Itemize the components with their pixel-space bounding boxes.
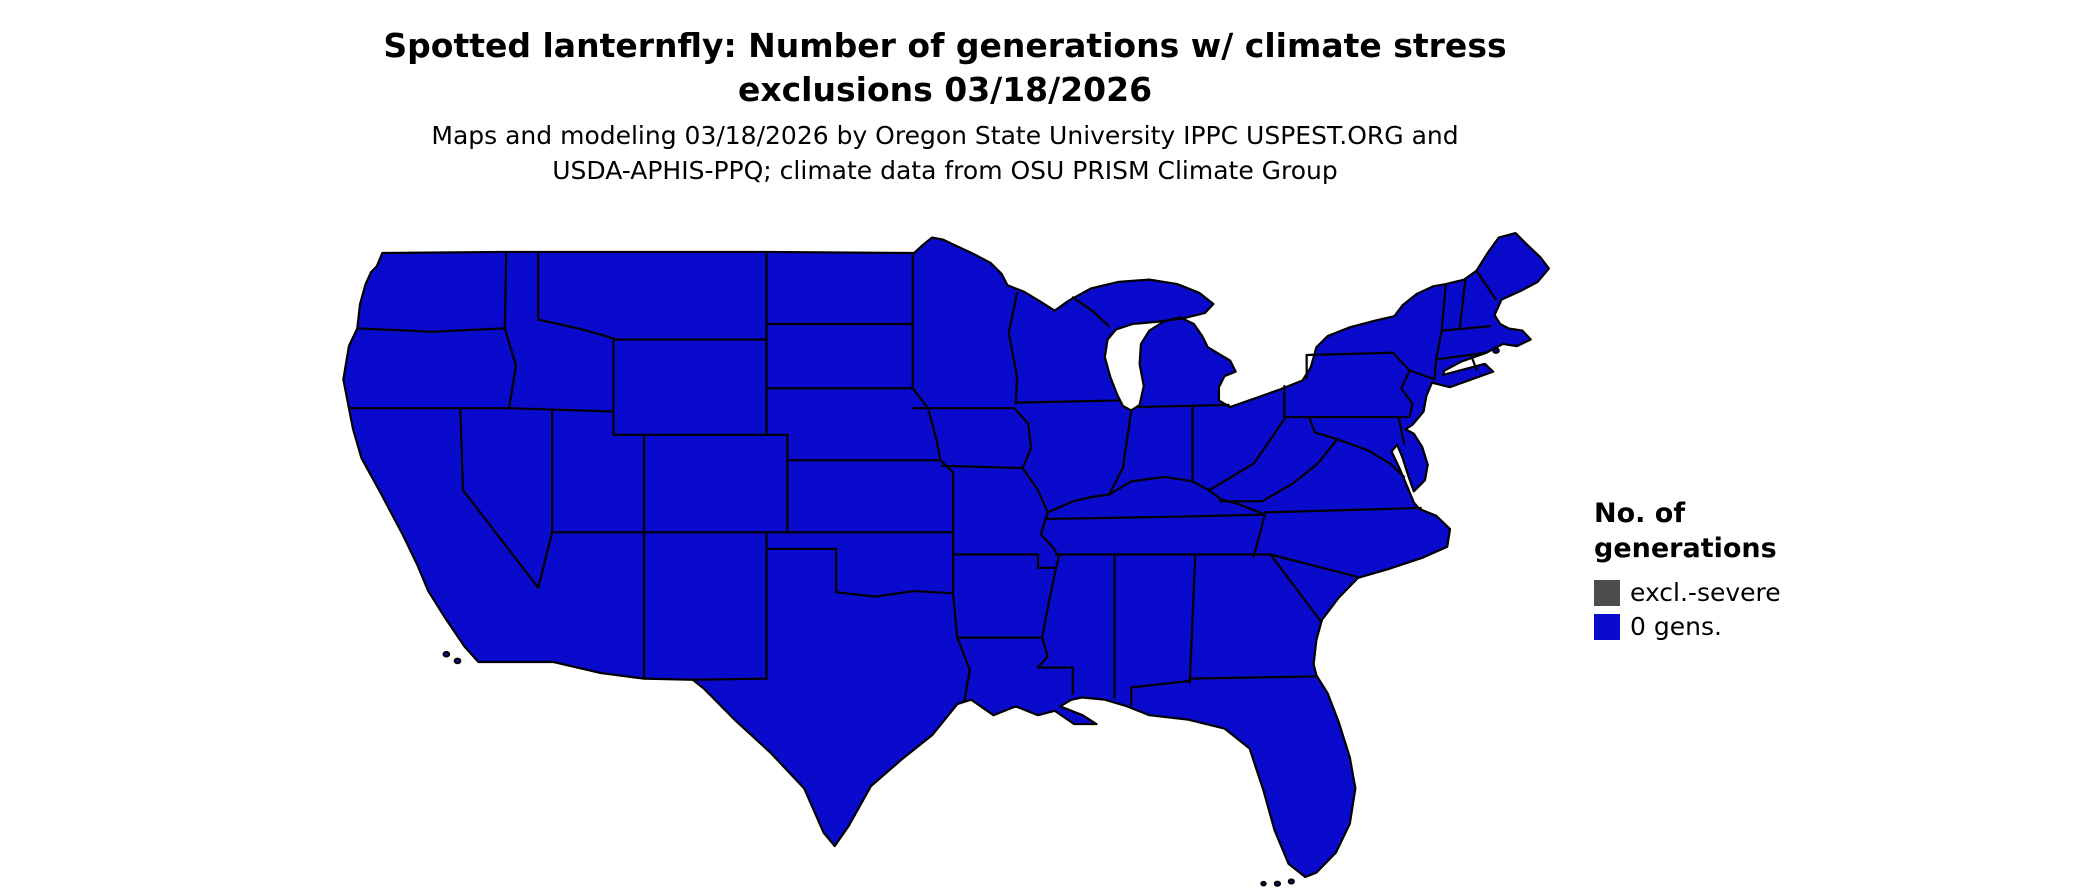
state-border-line: [957, 638, 970, 702]
figure-title: Spotted lanternfly: Number of generation…: [0, 24, 1890, 111]
figure-subtitle-line1: Maps and modeling 03/18/2026 by Oregon S…: [431, 121, 1459, 150]
state-border-line: [1471, 355, 1477, 369]
state-border-line: [505, 252, 506, 328]
state-border-line: [1190, 555, 1196, 684]
state-border-line: [1435, 284, 1446, 377]
island: [1261, 882, 1265, 885]
state-border-line: [1041, 512, 1059, 567]
state-border-line: [1109, 477, 1193, 495]
legend-title-line1: No. of: [1594, 498, 1686, 529]
figure-title-line1: Spotted lanternfly: Number of generation…: [383, 26, 1507, 65]
state-border-line: [693, 679, 767, 680]
figure-title-line2: exclusions 03/18/2026: [737, 69, 1153, 109]
state-border-line: [953, 555, 1056, 568]
state-border-line: [1109, 410, 1131, 494]
state-border-line: [357, 328, 505, 331]
state-border-line: [613, 412, 644, 435]
figure-subtitle-line2: USDA-APHIS-PPQ; climate data from OSU PR…: [552, 156, 1338, 185]
state-border-line: [1309, 418, 1337, 439]
state-border-line: [1023, 468, 1048, 512]
state-border-line: [538, 252, 613, 338]
state-border-line: [942, 466, 1023, 468]
state-border-line: [1220, 439, 1337, 501]
state-border-line: [1014, 408, 1031, 468]
island: [444, 652, 450, 656]
state-border-line: [1460, 280, 1466, 329]
state-border-line: [1270, 555, 1356, 577]
state-border-line: [1016, 400, 1119, 402]
state-border-line: [1209, 419, 1284, 490]
state-border-line: [1436, 353, 1485, 360]
legend-items: excl.-severe 0 gens.: [1594, 578, 1781, 641]
us-mainland: [343, 233, 1549, 877]
state-border-line: [953, 593, 957, 637]
state-borders: [349, 252, 1496, 705]
state-border-line: [836, 591, 953, 597]
state-border-line: [1048, 495, 1109, 513]
state-border-line: [509, 408, 613, 411]
state-border-line: [1399, 417, 1405, 444]
island: [455, 659, 461, 663]
legend-item-label: excl.-severe: [1630, 578, 1781, 608]
state-border-line: [1254, 515, 1265, 557]
island: [1275, 882, 1280, 886]
map-legend: No. of generations excl.-severe 0 gens.: [1594, 496, 1781, 646]
state-border-line: [913, 388, 941, 460]
state-border-line: [1009, 293, 1017, 404]
state-border-line: [941, 460, 954, 532]
legend-item: 0 gens.: [1594, 612, 1781, 641]
state-border-line: [1393, 353, 1412, 417]
state-border-line: [1265, 508, 1421, 512]
us-map: [335, 222, 1560, 887]
legend-item-label: 0 gens.: [1630, 612, 1722, 642]
island: [1289, 879, 1294, 883]
state-border-line: [1073, 297, 1109, 326]
figure-subtitle: Maps and modeling 03/18/2026 by Oregon S…: [0, 118, 1890, 188]
state-border-line: [1337, 439, 1404, 477]
legend-swatch: [1594, 579, 1620, 606]
state-border-line: [1476, 271, 1495, 300]
legend-swatch: [1594, 613, 1620, 640]
legend-item: excl.-severe: [1594, 578, 1781, 607]
state-border-line: [1442, 326, 1491, 330]
legend-title-line2: generations: [1594, 533, 1777, 565]
state-border-line: [1307, 353, 1393, 378]
us-land: [343, 233, 1549, 886]
state-border-line: [1137, 405, 1229, 407]
state-border-line: [460, 408, 538, 588]
state-border-line: [1270, 555, 1320, 622]
state-border-line: [1045, 515, 1265, 519]
island: [1493, 348, 1499, 352]
state-border-line: [1410, 371, 1435, 380]
state-border-line: [1131, 681, 1189, 688]
state-border-line: [1190, 676, 1315, 678]
state-border-line: [1193, 481, 1210, 490]
state-border-line: [1042, 568, 1056, 638]
legend-title: No. of generations: [1594, 496, 1781, 566]
state-border-line: [1038, 638, 1073, 695]
state-border-line: [505, 328, 516, 408]
